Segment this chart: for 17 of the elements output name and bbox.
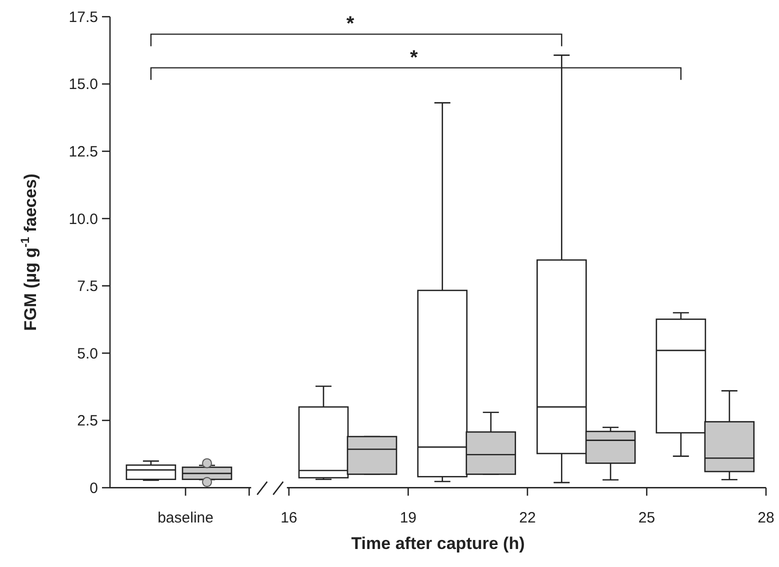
y-tick-label: 2.5: [77, 412, 98, 430]
y-tick-label: 5.0: [77, 345, 98, 362]
annotation: *: [410, 46, 418, 69]
x-tick-label: 25: [638, 510, 656, 527]
y-tick-label: 12.5: [68, 144, 98, 161]
y-tick-label: 17.5: [68, 8, 98, 26]
y-tick-label: 15.0: [68, 76, 98, 94]
annotation: *: [346, 13, 354, 36]
x-tick-label: 28: [758, 510, 774, 527]
x-tick-label: 19: [400, 510, 417, 527]
x-tick-label: baseline: [158, 510, 214, 527]
y-tick-label: 0: [90, 480, 98, 497]
x-tick-label: 16: [280, 510, 298, 527]
y-tick-label: 7.5: [77, 278, 98, 296]
x-tick-label: 22: [519, 510, 536, 527]
x-axis-title: Time after capture (h): [351, 534, 525, 553]
y-tick-label: 10.0: [68, 210, 98, 228]
